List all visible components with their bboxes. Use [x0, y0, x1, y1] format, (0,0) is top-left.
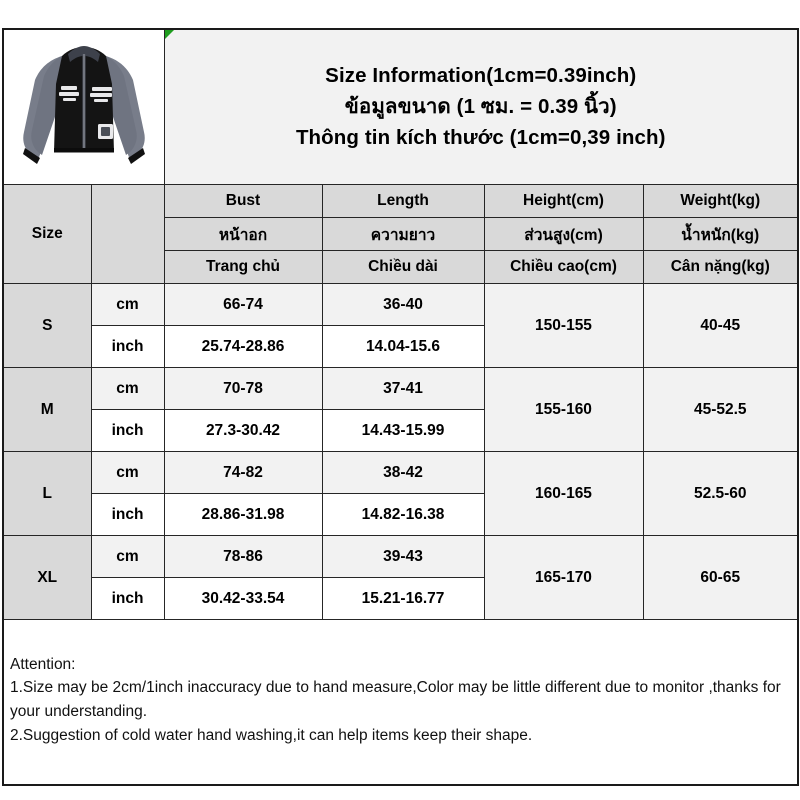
height-xl: 165-170 — [483, 535, 644, 620]
title-english: Size Information(1cm=0.39inch) — [325, 63, 637, 87]
column-header-height-vi: Chiều cao(cm) — [483, 250, 644, 284]
unit-cm: cm — [90, 283, 165, 326]
table-row: XL cm 78-86 39-43 165-170 60-65 — [2, 535, 799, 620]
height-l: 160-165 — [483, 451, 644, 536]
bust-cm-s: 66-74 — [163, 283, 323, 326]
column-header-bust-th: หน้าอก — [163, 217, 323, 251]
weight-xl: 60-65 — [642, 535, 799, 620]
unit-cm: cm — [90, 535, 165, 578]
column-header-length-th: ความยาว — [321, 217, 485, 251]
attention-row: Attention: 1.Size may be 2cm/1inch inacc… — [2, 619, 799, 786]
size-label-s: S — [2, 283, 92, 368]
bust-cm-l: 74-82 — [163, 451, 323, 494]
bust-cm-xl: 78-86 — [163, 535, 323, 578]
unit-inch: inch — [90, 409, 165, 452]
jacket-illustration — [22, 46, 145, 164]
comment-marker-icon — [164, 30, 174, 39]
column-header-weight-vi: Cân nặng(kg) — [642, 250, 799, 284]
bust-inch-l: 28.86-31.98 — [163, 493, 323, 536]
attention-cell: Attention: 1.Size may be 2cm/1inch inacc… — [2, 619, 799, 786]
weight-m: 45-52.5 — [642, 367, 799, 452]
length-cm-xl: 39-43 — [321, 535, 485, 578]
column-header-height-th: ส่วนสูง(cm) — [483, 217, 644, 251]
attention-note-1: 1.Size may be 2cm/1inch inaccuracy due t… — [10, 679, 781, 720]
length-inch-s: 14.04-15.6 — [321, 325, 485, 368]
table-row: M cm 70-78 37-41 155-160 45-52.5 — [2, 367, 799, 452]
unit-inch: inch — [90, 325, 165, 368]
length-inch-m: 14.43-15.99 — [321, 409, 485, 452]
table-row: S cm 66-74 36-40 150-155 40-45 — [2, 283, 799, 368]
column-header-row-thai: หน้าอก ความยาว ส่วนสูง(cm) น้ำหนัก(kg) — [3, 217, 799, 251]
column-header-height-en: Height(cm) — [483, 184, 644, 218]
unit-cm: cm — [90, 451, 165, 494]
banner-row: Size Information(1cm=0.39inch) ข้อมูลขนา… — [2, 28, 799, 185]
height-s: 150-155 — [483, 283, 644, 368]
column-header-size: Size — [2, 184, 92, 284]
column-header-row-english: Size Bust Length Height(cm) Weight(kg) — [2, 184, 799, 284]
title-thai: ข้อมูลขนาด (1 ซม. = 0.39 นิ้ว) — [344, 94, 617, 118]
title-block: Size Information(1cm=0.39inch) ข้อมูลขนา… — [165, 63, 798, 152]
size-information-table: Size Information(1cm=0.39inch) ข้อมูลขนา… — [2, 28, 799, 786]
weight-s: 40-45 — [642, 283, 799, 368]
table-row: inch 25.74-28.86 14.04-15.6 — [3, 325, 798, 368]
length-inch-xl: 15.21-16.77 — [321, 577, 485, 620]
length-cm-m: 37-41 — [321, 367, 485, 410]
table-row: inch 30.42-33.54 15.21-16.77 — [3, 577, 798, 620]
attention-note-2: 2.Suggestion of cold water hand washing,… — [10, 726, 533, 744]
size-label-xl: XL — [2, 535, 92, 620]
attention-text-block: Attention: 1.Size may be 2cm/1inch inacc… — [10, 653, 791, 747]
title-vietnamese: Thông tin kích thước (1cm=0,39 inch) — [295, 126, 666, 150]
bust-inch-xl: 30.42-33.54 — [163, 577, 323, 620]
unit-inch: inch — [90, 493, 165, 536]
bust-cm-m: 70-78 — [163, 367, 323, 410]
column-header-weight-th: น้ำหนัก(kg) — [642, 217, 799, 251]
unit-inch: inch — [90, 577, 165, 620]
length-inch-l: 14.82-16.38 — [321, 493, 485, 536]
weight-l: 52.5-60 — [642, 451, 799, 536]
bust-inch-s: 25.74-28.86 — [163, 325, 323, 368]
size-label-l: L — [2, 451, 92, 536]
column-header-length-vi: Chiều dài — [321, 250, 485, 284]
product-image-cell — [2, 28, 165, 185]
bust-inch-m: 27.3-30.42 — [163, 409, 323, 452]
column-header-unit-spacer — [90, 184, 165, 284]
column-header-weight-en: Weight(kg) — [642, 184, 799, 218]
height-m: 155-160 — [483, 367, 644, 452]
length-cm-l: 38-42 — [321, 451, 485, 494]
size-label-m: M — [2, 367, 92, 452]
length-cm-s: 36-40 — [321, 283, 485, 326]
table-row: L cm 74-82 38-42 160-165 52.5-60 — [2, 451, 799, 536]
title-cell: Size Information(1cm=0.39inch) ข้อมูลขนา… — [163, 28, 799, 185]
attention-heading: Attention: — [10, 655, 76, 673]
unit-cm: cm — [90, 367, 165, 410]
column-header-bust-en: Bust — [163, 184, 323, 218]
table-row: inch 27.3-30.42 14.43-15.99 — [3, 409, 798, 452]
column-header-length-en: Length — [321, 184, 485, 218]
column-header-bust-vi: Trang chủ — [163, 250, 323, 284]
column-header-row-vietnamese: Trang chủ Chiều dài Chiều cao(cm) Cân nặ… — [3, 250, 799, 284]
